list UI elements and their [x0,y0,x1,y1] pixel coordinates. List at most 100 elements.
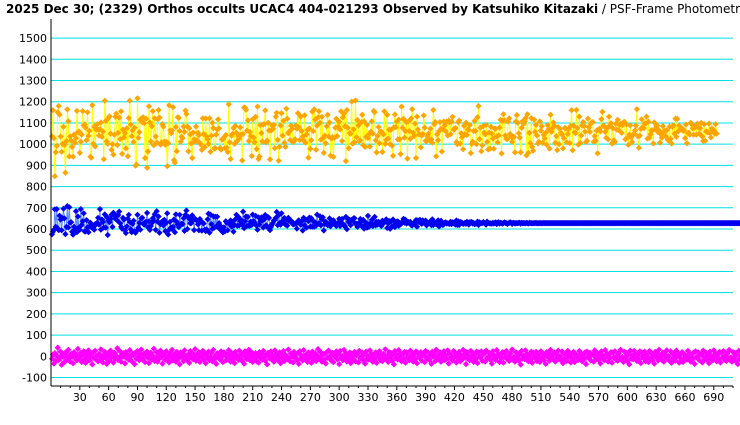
data-point [73,107,81,115]
data-point [117,108,125,115]
data-point [51,173,58,180]
data-point [245,137,253,145]
y-tick-label: 1500 [19,32,47,45]
data-point [305,154,312,161]
data-point [347,130,354,137]
data-point [705,120,713,127]
chart-title-main: 2025 Dec 30; (2329) Orthos occults UCAC4… [6,2,599,16]
y-tick-label: 400 [26,265,47,278]
data-point [192,123,200,130]
data-point [594,150,601,157]
x-tick-label: 180 [213,391,234,404]
y-tick-label: 800 [26,181,47,194]
y-tick-label: 1000 [19,138,47,151]
y-tick-label: 100 [26,329,47,342]
x-tick-label: 120 [156,391,177,404]
data-point [61,215,68,222]
data-point [707,134,715,141]
data-point [246,128,253,136]
data-point [58,148,65,155]
data-point [133,161,140,168]
x-tick-label: 330 [357,391,378,404]
data-point [653,122,661,129]
data-point [186,125,193,132]
data-point [224,227,231,234]
data-point [142,115,150,122]
data-point [626,361,633,368]
data-point [160,123,167,130]
x-tick-label: 690 [703,391,724,404]
data-point [86,127,93,134]
x-tick-label: 150 [185,391,206,404]
x-tick-label: 60 [102,391,116,404]
data-point [224,148,231,156]
data-point [322,360,329,367]
data-point [712,121,719,128]
data-point [312,146,320,153]
x-tick-label: 570 [588,391,609,404]
data-point [65,224,72,231]
data-point [438,148,446,155]
x-tick-label: 90 [130,391,144,404]
plot-frame [50,19,733,387]
y-tick-label: 900 [26,159,47,172]
data-point [104,140,111,147]
data-point [605,113,613,120]
data-point [397,150,404,158]
data-point [389,152,397,159]
data-point [266,156,274,163]
data-point [62,169,69,176]
data-point [660,358,667,365]
x-tick-label: 420 [444,391,465,404]
data-point [206,115,213,122]
data-point [498,354,505,362]
x-tick-label: 270 [300,391,321,404]
data-point [165,231,172,238]
data-point [69,153,77,160]
x-tick-label: 600 [617,391,638,404]
x-axis-ticks: 30 60 90 120 150 180 210 240 270 300 330 360 390 420 4… [60,386,734,404]
data-point [60,123,67,130]
data-point [479,142,486,149]
y-tick-label: 600 [26,223,47,236]
data-point [417,144,424,151]
data-point [691,360,698,368]
data-point [598,115,605,123]
data-point [77,205,84,213]
data-point [240,360,248,367]
data-point [134,211,141,218]
data-point [500,111,507,118]
data-point [77,138,84,145]
data-point [359,111,366,118]
data-point [402,359,409,366]
data-point [74,213,82,220]
data-point [573,106,580,114]
data-point [412,154,420,162]
data-point [156,114,163,121]
x-tick-label: 450 [473,391,494,404]
data-point [153,208,160,215]
data-point [98,133,106,140]
data-point [633,106,641,113]
data-point [189,154,196,162]
y-tick-label: 1400 [19,53,47,66]
data-point [200,220,207,227]
data-point [225,101,232,108]
x-tick-label: 30 [73,391,87,404]
data-point [433,346,440,353]
data-point [125,211,132,218]
data-point [300,346,307,354]
x-tick-label: 360 [386,391,407,404]
data-point [141,120,148,127]
data-point [83,137,90,144]
chart-title: 2025 Dec 30; (2329) Orthos occults UCAC4… [6,2,740,16]
data-point [97,119,105,126]
data-point [104,231,111,239]
data-point [79,107,86,115]
y-tick-label: 300 [26,287,47,300]
data-point [115,129,122,136]
data-point [503,347,510,355]
data-point [91,226,98,233]
data-point [143,209,151,217]
data-point [147,138,155,145]
